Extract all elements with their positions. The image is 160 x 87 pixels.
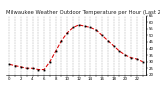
- Text: Milwaukee Weather Outdoor Temperature per Hour (Last 24 Hours): Milwaukee Weather Outdoor Temperature pe…: [6, 10, 160, 15]
